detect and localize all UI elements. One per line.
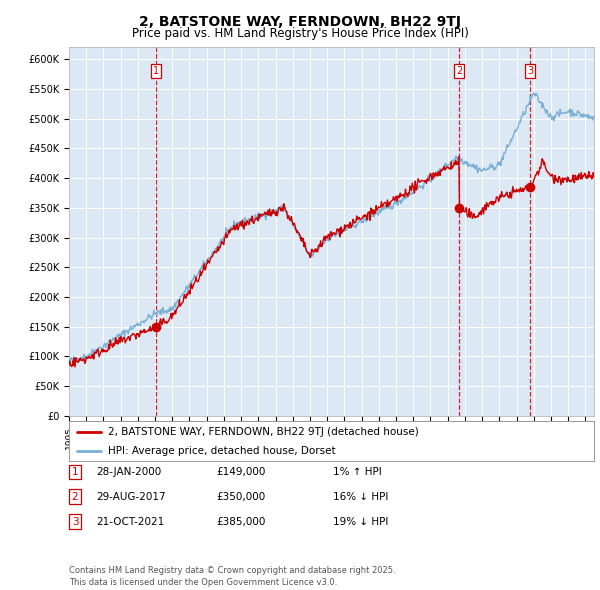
Text: HPI: Average price, detached house, Dorset: HPI: Average price, detached house, Dors…: [109, 446, 336, 456]
Text: 2, BATSTONE WAY, FERNDOWN, BH22 9TJ: 2, BATSTONE WAY, FERNDOWN, BH22 9TJ: [139, 15, 461, 30]
Text: 28-JAN-2000: 28-JAN-2000: [96, 467, 161, 477]
Text: 2: 2: [71, 492, 79, 502]
Text: 1: 1: [71, 467, 79, 477]
Text: 1: 1: [153, 66, 160, 76]
Text: Price paid vs. HM Land Registry's House Price Index (HPI): Price paid vs. HM Land Registry's House …: [131, 27, 469, 40]
Text: 2, BATSTONE WAY, FERNDOWN, BH22 9TJ (detached house): 2, BATSTONE WAY, FERNDOWN, BH22 9TJ (det…: [109, 427, 419, 437]
Text: £149,000: £149,000: [216, 467, 265, 477]
Text: 29-AUG-2017: 29-AUG-2017: [96, 492, 166, 502]
Text: Contains HM Land Registry data © Crown copyright and database right 2025.
This d: Contains HM Land Registry data © Crown c…: [69, 566, 395, 587]
Text: 3: 3: [71, 517, 79, 526]
Text: 21-OCT-2021: 21-OCT-2021: [96, 517, 164, 526]
Text: 1% ↑ HPI: 1% ↑ HPI: [333, 467, 382, 477]
Text: £350,000: £350,000: [216, 492, 265, 502]
Text: £385,000: £385,000: [216, 517, 265, 526]
Text: 19% ↓ HPI: 19% ↓ HPI: [333, 517, 388, 526]
Text: 3: 3: [527, 66, 533, 76]
Text: 2: 2: [456, 66, 462, 76]
Text: 16% ↓ HPI: 16% ↓ HPI: [333, 492, 388, 502]
